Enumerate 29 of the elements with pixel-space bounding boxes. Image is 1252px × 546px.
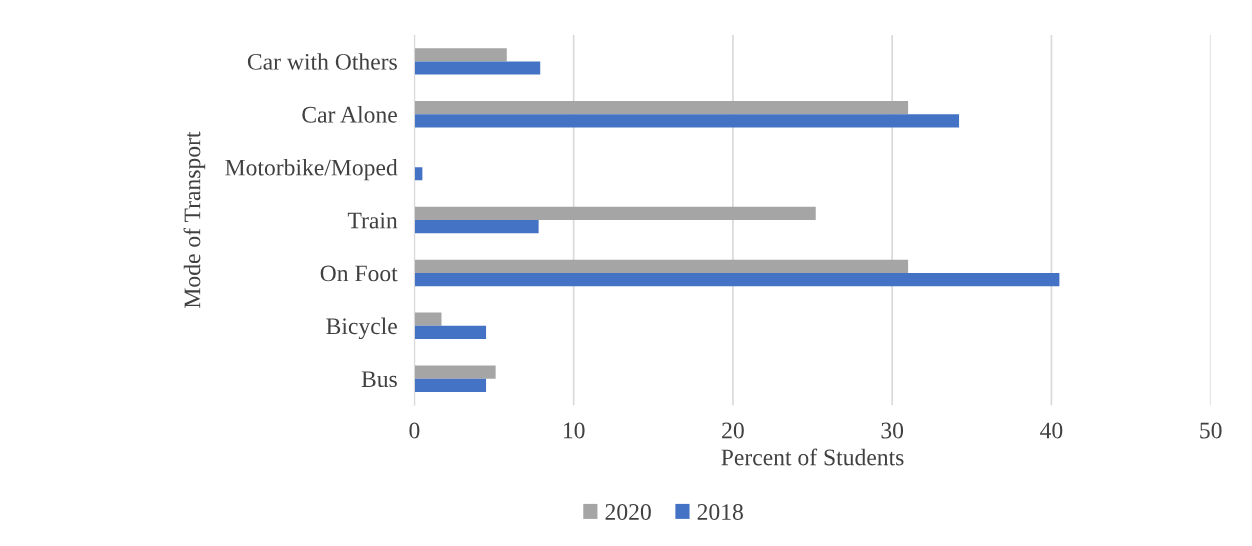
x-tick-label: 20: [722, 422, 744, 439]
y-tick-label: Train: [347, 212, 398, 229]
y-tick-label: Motorbike/Moped: [225, 158, 398, 181]
y-tick-label: Car with Others: [247, 53, 397, 70]
x-tick-label: 30: [881, 422, 904, 439]
x-axis-title: Percent of Students: [721, 448, 904, 466]
bar: [414, 101, 909, 115]
bar: [414, 365, 496, 379]
y-tick-label: Car Alone: [302, 106, 397, 123]
legend-label: 2018: [697, 504, 743, 520]
bar: [414, 48, 507, 62]
legend-label: 2020: [605, 504, 651, 520]
y-axis-title: Mode of Transport: [183, 131, 206, 308]
bar: [414, 259, 909, 273]
x-tick-label: 10: [563, 422, 585, 439]
y-tick-label: Bus: [361, 371, 397, 388]
x-tick-label: 40: [1040, 422, 1063, 439]
bar: [414, 61, 541, 75]
y-tick-label: On Foot: [320, 265, 398, 282]
bar: [414, 325, 487, 340]
bar: [414, 312, 442, 326]
bar: [414, 206, 816, 221]
bar: [414, 272, 1060, 287]
bar: [414, 220, 539, 234]
bar: [414, 378, 487, 392]
y-tick-label: Bicycle: [326, 317, 397, 340]
x-tick-label: 0: [409, 422, 420, 439]
x-tick-label: 50: [1200, 422, 1222, 439]
bar: [414, 114, 960, 128]
